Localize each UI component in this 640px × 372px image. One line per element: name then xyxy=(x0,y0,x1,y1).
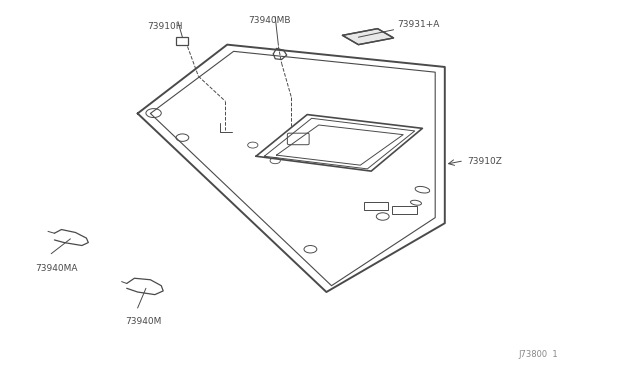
Text: 73940M: 73940M xyxy=(125,317,161,326)
Text: J73800  1: J73800 1 xyxy=(518,350,558,359)
Text: 73910H: 73910H xyxy=(147,22,182,31)
Text: 73931+A: 73931+A xyxy=(397,20,439,29)
Bar xyxy=(176,37,188,45)
Bar xyxy=(364,202,388,210)
Text: 73910Z: 73910Z xyxy=(467,157,502,166)
Polygon shape xyxy=(342,29,394,45)
Text: 73940MB: 73940MB xyxy=(248,16,291,25)
Bar xyxy=(392,206,417,214)
Text: 73940MA: 73940MA xyxy=(35,264,77,273)
